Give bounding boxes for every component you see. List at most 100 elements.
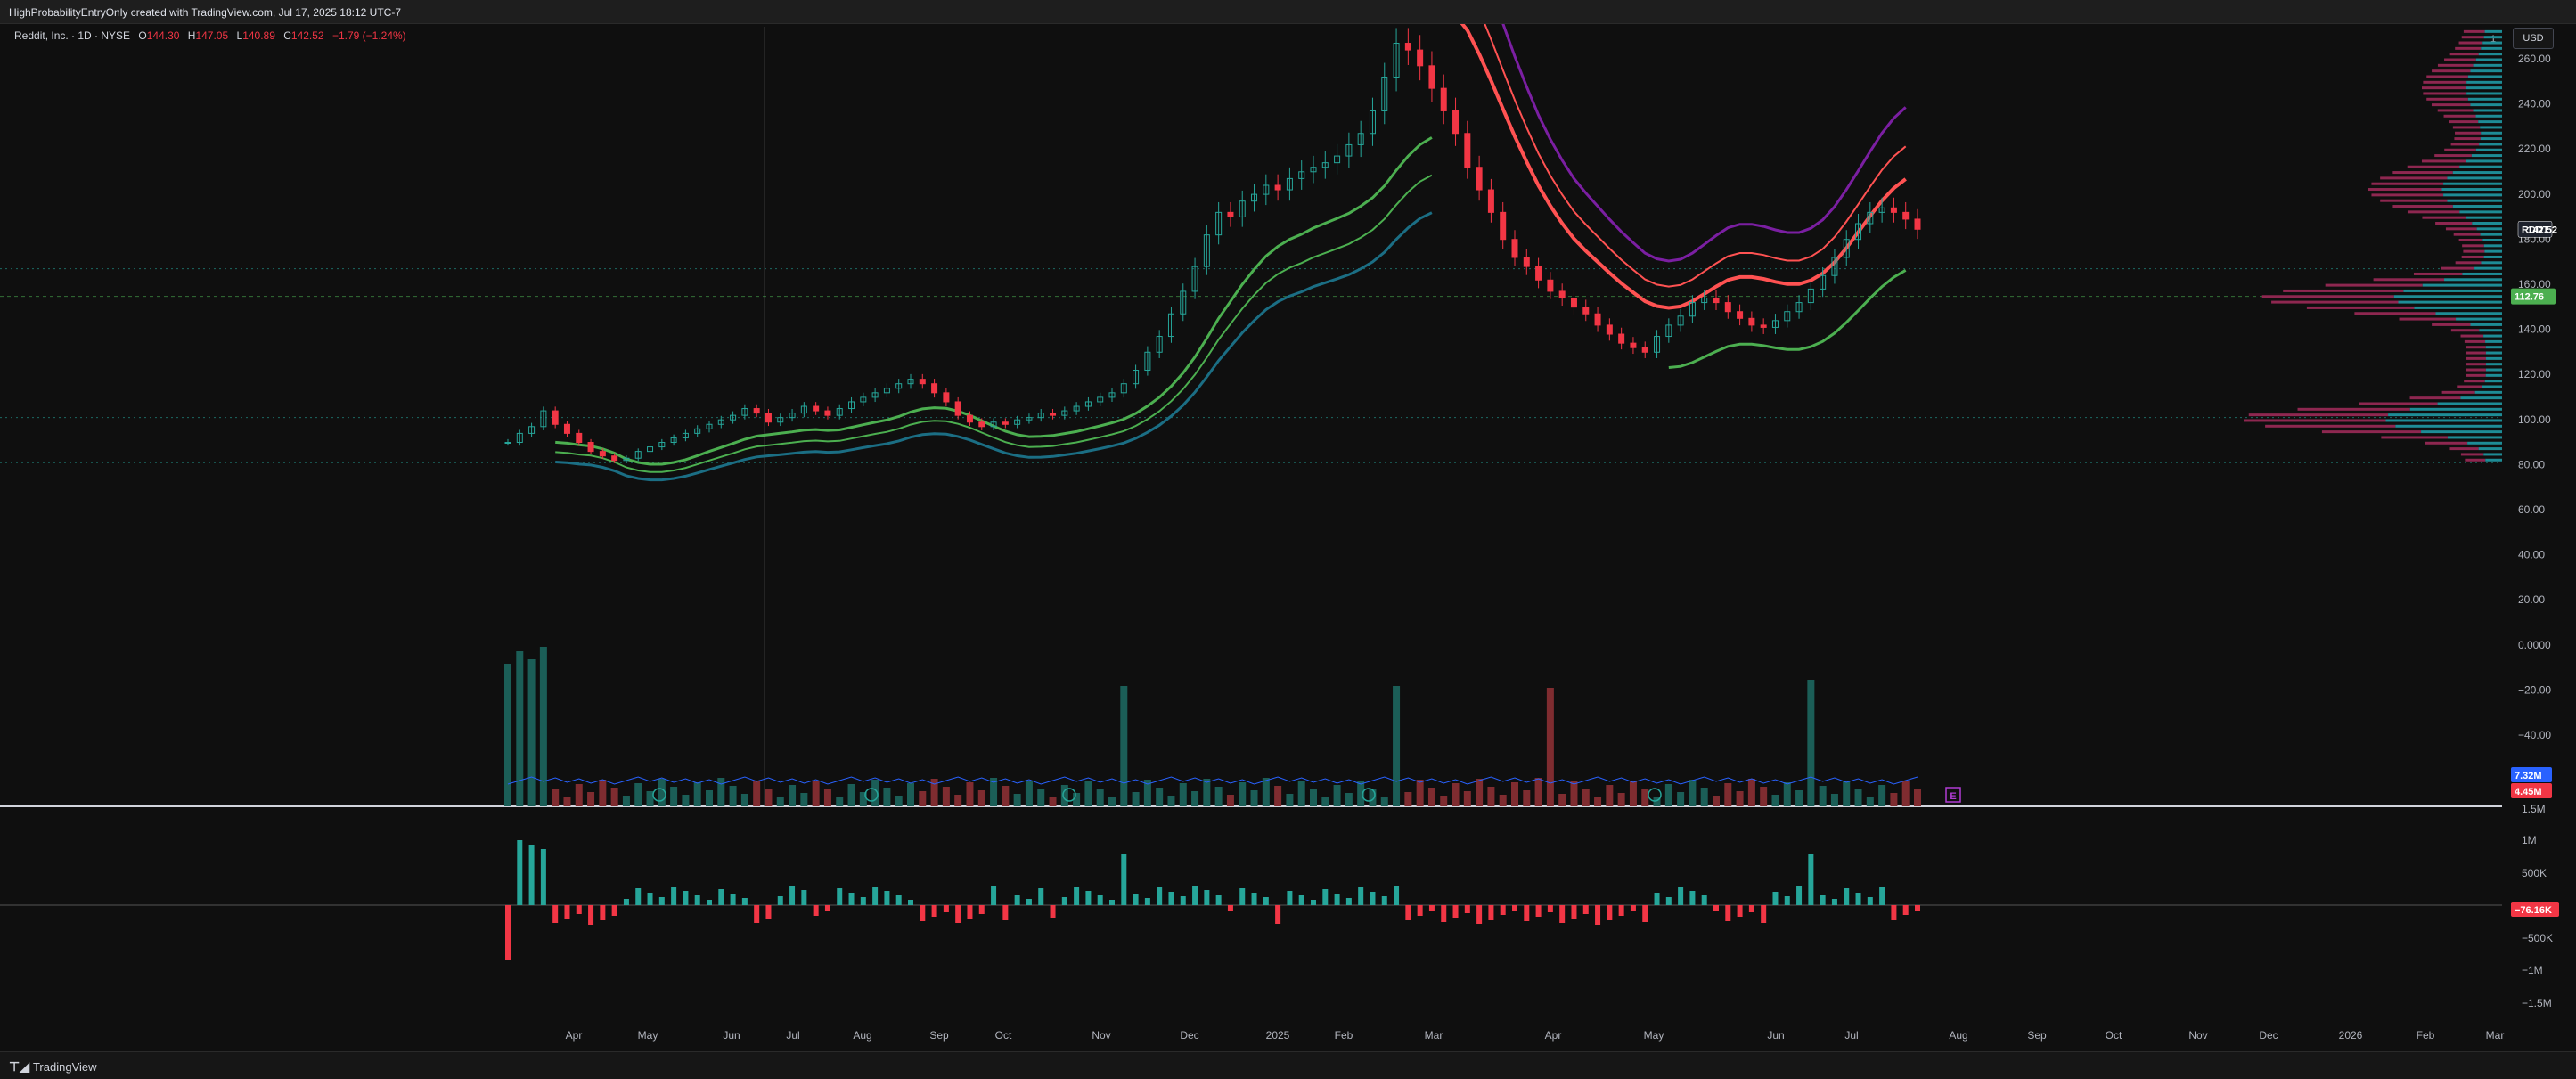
delta-bar: [1252, 893, 1257, 905]
candle-body: [825, 411, 830, 415]
delta-bar: [920, 905, 925, 921]
profile-bar-sell: [2283, 290, 2403, 292]
volume-bar: [943, 787, 950, 806]
volume-ma-badge-text: 7.32M: [2515, 771, 2542, 781]
delta-bar: [1903, 905, 1909, 915]
profile-bar-buy: [2484, 250, 2502, 253]
delta-bar: [659, 897, 665, 905]
delta-bar: [1168, 892, 1174, 905]
delta-bar: [932, 905, 937, 917]
delta-bar: [1062, 897, 1067, 905]
volume-bar: [1203, 779, 1210, 806]
profile-bar-sell: [2359, 402, 2438, 405]
delta-bar: [801, 890, 806, 905]
volume-bar: [1310, 789, 1317, 806]
price-tick-label: 100.00: [2518, 413, 2551, 426]
profile-bar-buy: [2470, 69, 2502, 72]
profile-bar-buy: [2466, 81, 2502, 84]
volume-bar: [504, 664, 511, 806]
volume-bar: [895, 796, 903, 806]
delta-bar: [814, 905, 819, 916]
poc-badge-text: 112.76: [2515, 292, 2544, 303]
volume-bar: [1274, 786, 1281, 806]
volume-bar: [789, 785, 796, 806]
volume-bar: [1037, 789, 1044, 806]
delta-bar: [1868, 897, 1873, 905]
delta-bar: [683, 891, 688, 905]
volume-bar: [753, 781, 760, 806]
delta-bar: [765, 905, 771, 919]
volume-bar: [1050, 797, 1057, 806]
delta-bar: [1820, 895, 1826, 905]
candle-body: [1571, 298, 1576, 307]
candle-body: [920, 380, 925, 384]
delta-bar: [1074, 887, 1079, 905]
profile-bar-buy: [2486, 363, 2502, 365]
profile-bar-sell: [2432, 103, 2470, 106]
profile-bar-sell: [2408, 210, 2459, 213]
delta-bar: [635, 888, 641, 905]
time-tick-label: 2025: [1266, 1029, 1290, 1042]
volume-bar: [1820, 786, 1827, 806]
time-tick-label: Feb: [1335, 1029, 1353, 1042]
delta-bar: [1524, 905, 1529, 921]
delta-bar: [1038, 888, 1043, 905]
profile-bar-buy: [2466, 217, 2502, 219]
profile-bar-buy: [2481, 233, 2502, 236]
profile-bar-buy: [2486, 369, 2502, 372]
delta-bar: [1666, 897, 1672, 905]
volume-bar: [765, 789, 772, 806]
profile-bar-buy: [2443, 193, 2502, 196]
tradingview-logo[interactable]: ⊤◢ TradingView: [9, 1059, 97, 1075]
volume-bar: [1369, 789, 1376, 806]
volume-bar: [1878, 785, 1885, 806]
time-tick-label: May: [638, 1029, 658, 1042]
candle-body: [1002, 422, 1008, 425]
volume-bar: [1867, 797, 1874, 806]
profile-bar-sell: [2442, 391, 2475, 394]
profile-bar-buy: [2398, 301, 2502, 304]
grid-lines: [0, 27, 2502, 905]
profile-bar-sell: [2410, 396, 2461, 399]
candle-body: [1405, 44, 1411, 51]
time-tick-label: Feb: [2417, 1029, 2435, 1042]
volume-bar: [1748, 779, 1755, 806]
candle-body: [765, 413, 771, 422]
profile-bar-sell: [2444, 115, 2476, 118]
price-axis[interactable]: 260.00240.00220.00200.00180.00160.00140.…: [2518, 53, 2553, 1010]
volume-bar: [824, 789, 831, 806]
profile-bar-buy: [2476, 115, 2502, 118]
profile-bar-sell: [2454, 137, 2480, 140]
delta-bar: [778, 896, 783, 905]
price-chart[interactable]: E 260.00240.00220.00200.00180.00160.0014…: [0, 24, 2576, 1050]
delta-bar: [1571, 905, 1576, 919]
profile-bar-sell: [2444, 59, 2476, 61]
profile-bar-buy: [2484, 256, 2502, 258]
price-tick-label: 200.00: [2518, 188, 2551, 200]
candle-body: [1607, 325, 1612, 334]
delta-bar: [872, 887, 878, 905]
attribution-bar: HighProbabilityEntryOnly created with Tr…: [0, 0, 2576, 24]
profile-bar-sell: [2446, 227, 2477, 230]
volume-bar: [1227, 795, 1234, 806]
delta-bar: [1181, 896, 1186, 905]
time-tick-label: Oct: [995, 1029, 1012, 1042]
profile-bar-buy: [2479, 329, 2502, 331]
volume-bar: [706, 790, 713, 806]
candle-body: [967, 415, 972, 422]
profile-bar-sell: [2465, 459, 2485, 462]
time-tick-label: Aug: [853, 1029, 871, 1042]
profile-bar-sell: [2432, 69, 2470, 72]
volume-bar: [1535, 778, 1542, 806]
volume-badge-text: 4.45M: [2515, 787, 2542, 797]
delta-bar: [1607, 905, 1612, 920]
profile-bar-buy: [2395, 425, 2502, 428]
profile-bar-buy: [2410, 408, 2502, 411]
delta-bar: [1725, 905, 1730, 921]
candle-body: [1512, 240, 1517, 257]
candle-body: [814, 406, 819, 411]
profile-bar-sell: [2461, 453, 2483, 455]
volume-bar: [576, 784, 583, 806]
volume-bar: [1084, 781, 1092, 806]
